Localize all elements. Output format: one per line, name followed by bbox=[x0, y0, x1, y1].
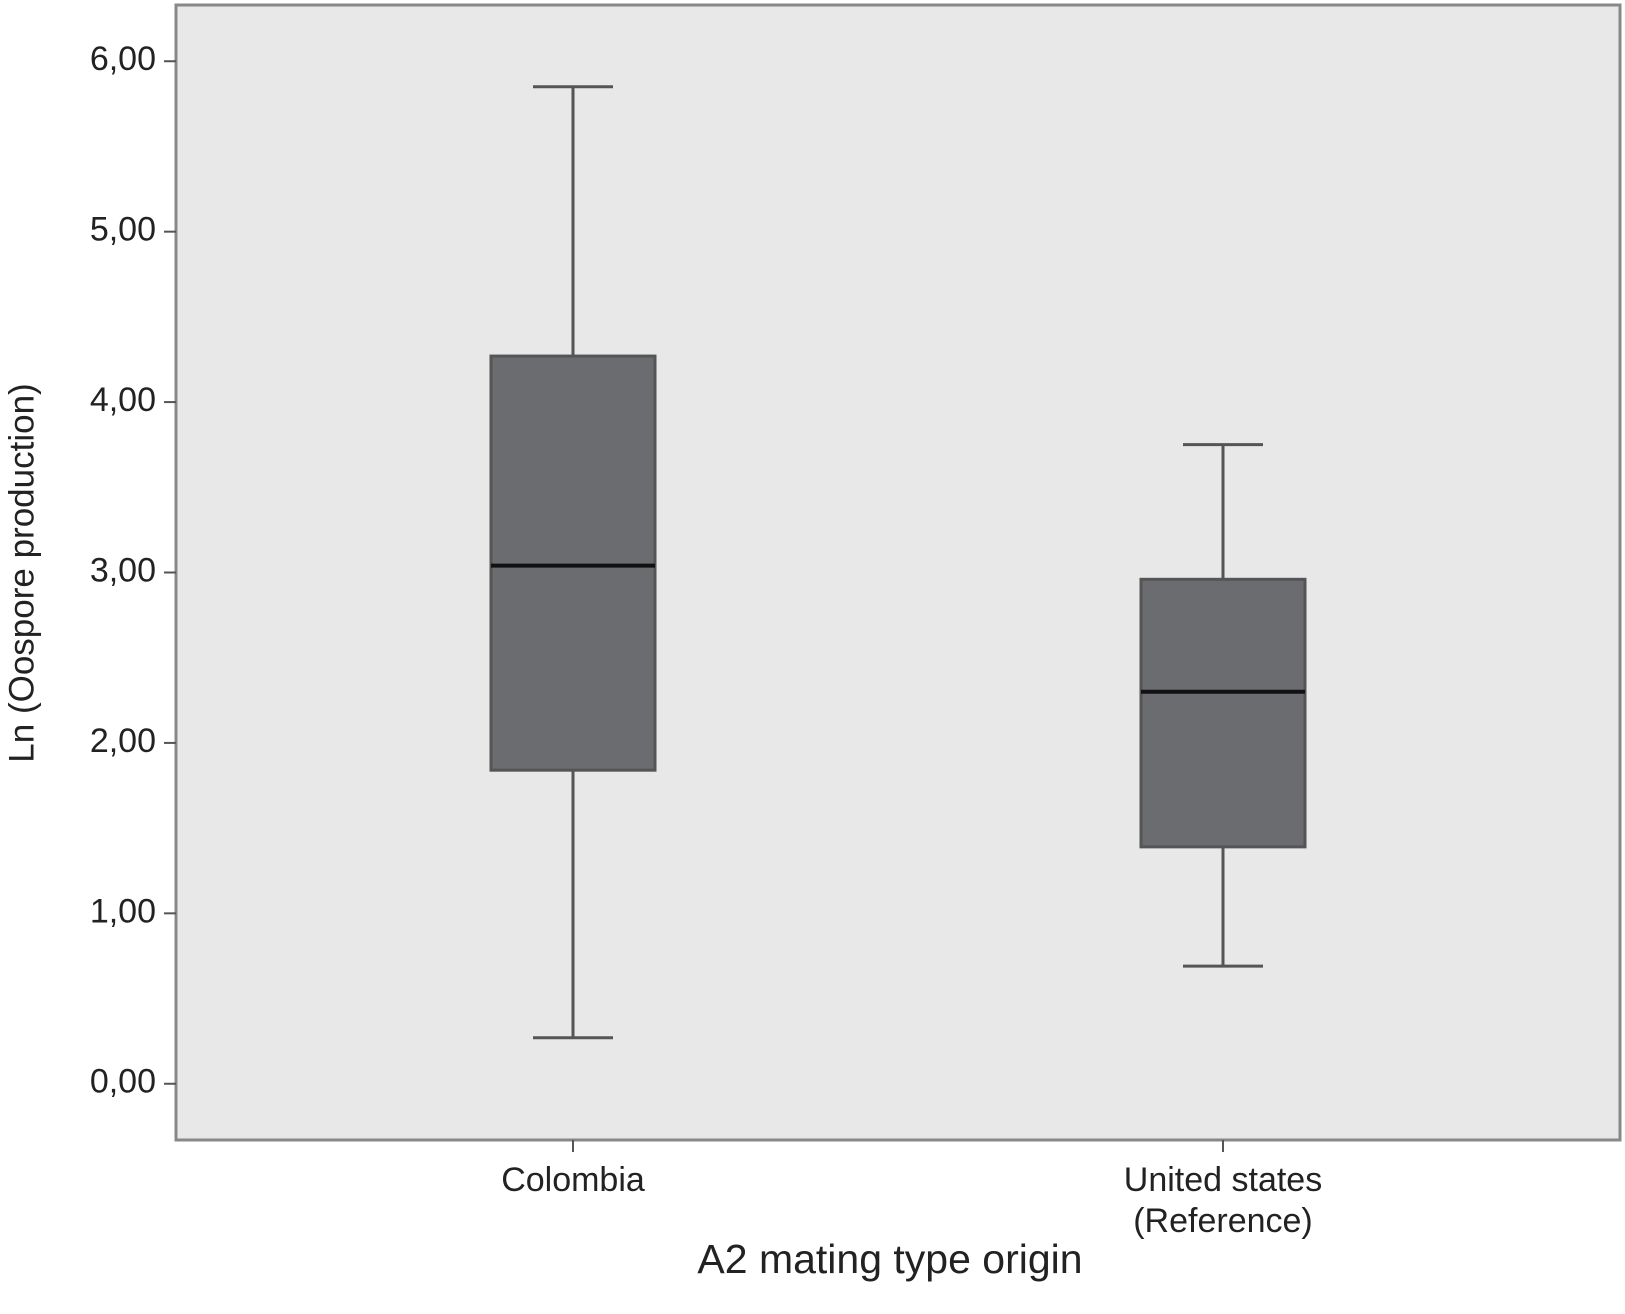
plot-background bbox=[174, 3, 1622, 1142]
box bbox=[489, 354, 657, 772]
y-tick-label: 5,00 bbox=[90, 211, 156, 249]
y-tick-label: 2,00 bbox=[90, 722, 156, 760]
y-tick-label: 0,00 bbox=[90, 1063, 156, 1101]
y-tick-label: 6,00 bbox=[90, 40, 156, 78]
y-tick-label: 3,00 bbox=[90, 551, 156, 589]
y-axis-title: Ln (Oospore production) bbox=[2, 383, 41, 762]
x-axis-title: A2 mating type origin bbox=[697, 1236, 1082, 1282]
x-tick-label: United states (Reference) bbox=[1124, 1161, 1322, 1240]
y-tick-label: 1,00 bbox=[90, 892, 156, 930]
y-tick-label: 4,00 bbox=[90, 381, 156, 419]
x-tick-label: Colombia bbox=[501, 1161, 645, 1199]
box bbox=[1139, 577, 1307, 849]
